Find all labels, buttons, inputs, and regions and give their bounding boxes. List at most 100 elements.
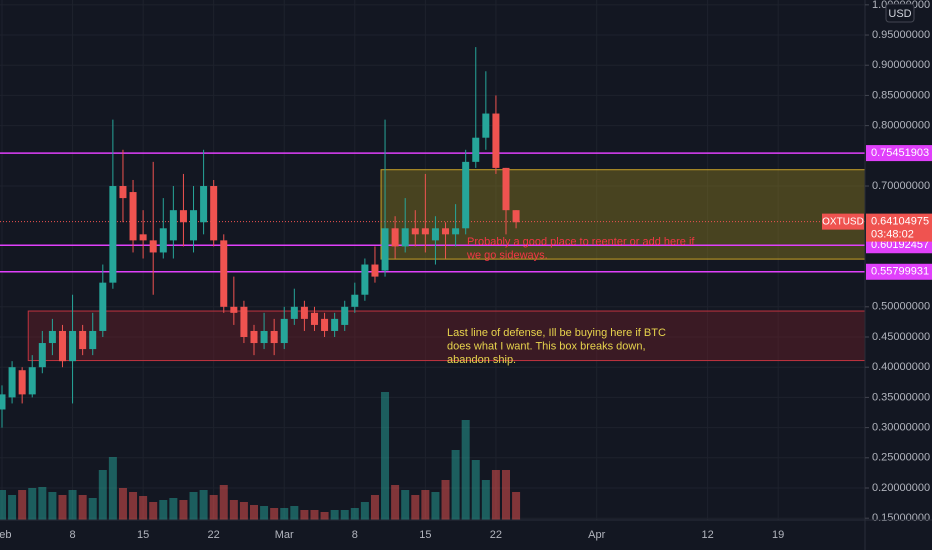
volume-bar xyxy=(179,500,188,520)
volume-bar xyxy=(189,492,198,520)
y-tick-label: 0.45000000 xyxy=(872,331,930,343)
candle-body xyxy=(179,210,187,223)
annotation: does what I want. This box breaks down, xyxy=(447,340,646,352)
candle-body xyxy=(371,264,379,277)
candle-body xyxy=(149,240,157,253)
volume-bar xyxy=(58,495,67,520)
candle-body xyxy=(119,186,127,199)
candle-body xyxy=(361,264,369,295)
candle-body xyxy=(401,228,409,247)
y-tick-label: 0.35000000 xyxy=(872,391,930,403)
x-tick-label: Feb xyxy=(0,529,11,541)
level-label: 0.60192457 xyxy=(871,239,929,251)
candle-body xyxy=(89,330,97,350)
candle-body xyxy=(18,370,26,395)
currency-box xyxy=(885,3,915,23)
volume-bar xyxy=(512,492,521,520)
volume-bar xyxy=(320,512,329,520)
candle-body xyxy=(58,330,66,362)
candle-body xyxy=(321,318,329,331)
countdown: 03:48:02 xyxy=(871,229,914,241)
volume-bar xyxy=(370,495,379,520)
volume-bar xyxy=(68,490,77,520)
zone-box xyxy=(27,310,866,362)
candle-body xyxy=(482,113,490,138)
volume-bar xyxy=(169,498,178,520)
y-tick-label: 0.80000000 xyxy=(872,120,930,132)
volume-bar xyxy=(502,470,510,520)
y-tick-label: 0.95000000 xyxy=(872,29,930,41)
volume-bar xyxy=(129,492,138,520)
volume-bar xyxy=(209,495,218,520)
x-tick-label: Apr xyxy=(588,529,605,541)
volume-bar xyxy=(391,485,400,520)
volume-bar xyxy=(149,502,158,520)
currency: USD xyxy=(888,8,911,20)
volume-bar xyxy=(411,495,420,520)
volume-bar xyxy=(461,420,470,520)
volume-bar xyxy=(491,470,500,520)
y-tick-label: 0.30000000 xyxy=(872,422,930,434)
candle-body xyxy=(341,306,349,325)
volume-bar xyxy=(139,496,148,520)
x-tick-label: Mar xyxy=(275,529,294,541)
volume-bar xyxy=(270,508,279,520)
volume-bar xyxy=(88,498,97,520)
candle-body xyxy=(190,210,198,241)
candle-body xyxy=(270,330,278,344)
volume-bar xyxy=(108,457,117,520)
candle-body xyxy=(391,228,399,247)
volume-bar xyxy=(98,470,107,520)
symbol: OXTUSD xyxy=(822,216,864,227)
volume-bar xyxy=(300,510,309,520)
x-tick-label: 8 xyxy=(69,529,75,541)
volume-bar xyxy=(290,506,299,520)
candle-body xyxy=(381,228,389,271)
candle-body xyxy=(169,210,177,241)
candle-body xyxy=(69,330,77,362)
volume-bar xyxy=(310,510,319,520)
x-tick-label: 22 xyxy=(208,529,220,541)
volume-bar xyxy=(401,490,410,520)
candle-body xyxy=(8,367,16,398)
candle-body xyxy=(250,330,258,344)
candle-body xyxy=(139,234,147,241)
volume-bar xyxy=(280,508,289,520)
last-price-box xyxy=(866,213,932,242)
candle-body xyxy=(99,282,107,331)
candle-body xyxy=(38,343,46,368)
y-tick-label: 0.90000000 xyxy=(872,59,930,71)
volume-bar xyxy=(28,488,37,520)
volume-bar xyxy=(441,480,450,520)
candle-body xyxy=(48,330,56,344)
level-label: 0.75451903 xyxy=(871,147,929,159)
zone-box xyxy=(380,169,866,260)
candle-body xyxy=(220,240,228,307)
candle-body xyxy=(260,330,268,344)
candle-body xyxy=(200,186,208,223)
x-tick-label: 22 xyxy=(490,529,502,541)
y-tick-label: 0.50000000 xyxy=(872,301,930,313)
candle-body xyxy=(452,228,460,235)
volume-bar xyxy=(118,488,127,520)
volume-bar xyxy=(199,490,208,520)
candle-body xyxy=(351,294,359,307)
volume-bar xyxy=(18,490,27,520)
annotation: abandon ship. xyxy=(447,354,516,366)
volume-bar xyxy=(38,487,47,520)
candle-body xyxy=(300,306,308,319)
annotation: Probably a good place to reenter or add … xyxy=(467,236,695,248)
candle-body xyxy=(79,330,87,350)
volume-bar xyxy=(421,490,430,520)
volume-bar xyxy=(48,492,57,520)
y-tick-label: 0.70000000 xyxy=(872,180,930,192)
volume-bar xyxy=(239,502,248,520)
volume-bar xyxy=(451,450,460,520)
candle-body xyxy=(502,167,510,211)
candle-body xyxy=(421,228,429,235)
volume-bar xyxy=(431,492,440,520)
candle-body xyxy=(411,228,419,235)
level-label: 0.55799931 xyxy=(871,266,929,278)
symbol-box xyxy=(822,213,864,230)
